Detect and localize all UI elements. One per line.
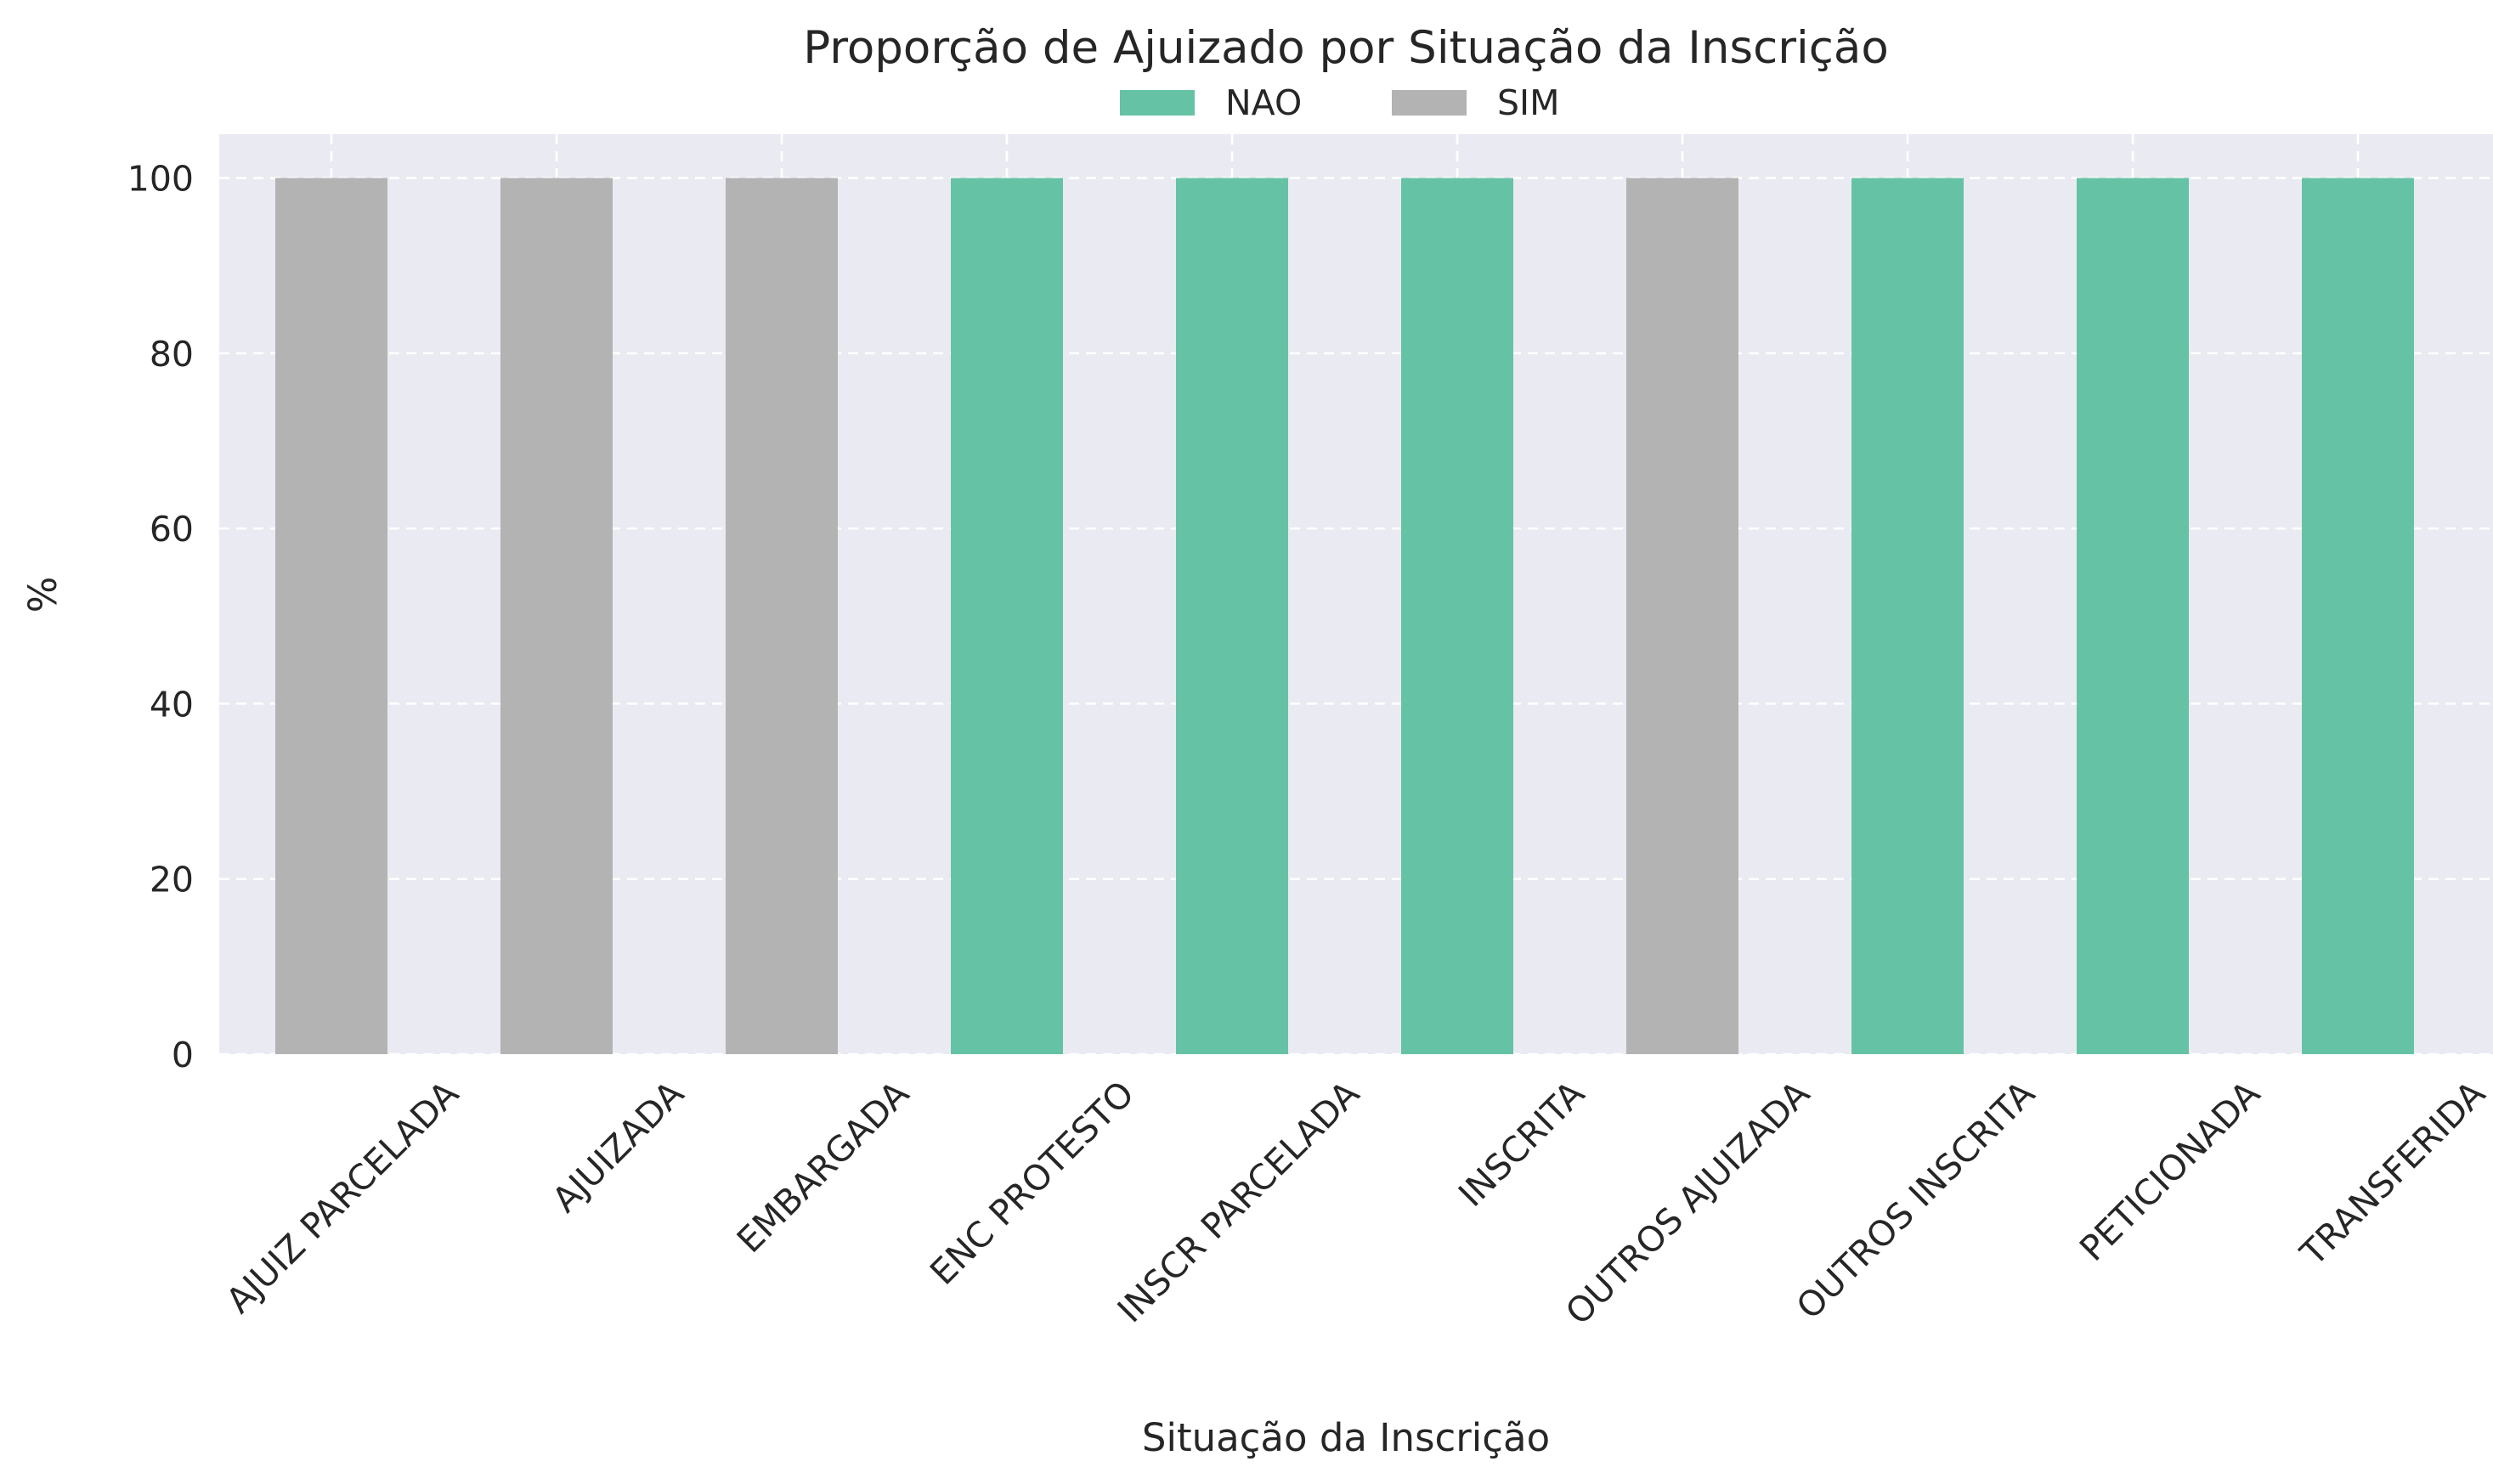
x-axis-label: Situação da Inscrição: [1142, 1415, 1550, 1460]
y-tick-label: 60: [150, 509, 194, 550]
x-tick-label: OUTROS AJUIZADA: [1557, 1073, 1817, 1333]
y-tick-label: 40: [150, 684, 194, 725]
legend-swatch-sim: [1392, 90, 1467, 116]
bar-nao: [1176, 178, 1288, 1055]
bar-nao: [951, 178, 1063, 1055]
bar-nao: [2077, 178, 2189, 1055]
bar-nao: [1401, 178, 1513, 1055]
bar-nao: [2302, 178, 2414, 1055]
bars: [275, 178, 2414, 1055]
bar-sim: [1626, 178, 1738, 1055]
x-tick-label: OUTROS INSCRITA: [1789, 1073, 2043, 1327]
legend-label-nao: NAO: [1225, 82, 1302, 123]
x-ticks: AJUIZ PARCELADA AJUIZADA EMBARGADA ENC PROT…: [218, 1073, 2493, 1333]
y-axis-label: %: [20, 577, 65, 613]
bar-nao: [1851, 178, 1964, 1055]
x-tick-label: AJUIZ PARCELADA: [218, 1073, 466, 1321]
x-tick-label: INSCR PARCELADA: [1110, 1073, 1367, 1330]
y-ticks: 0 20 40 60 80 100: [127, 159, 194, 1075]
x-tick-label: INSCRITA: [1450, 1073, 1592, 1215]
legend-swatch-nao: [1120, 90, 1195, 116]
legend: NAO SIM: [1120, 82, 1560, 123]
x-tick-label: AJUIZADA: [545, 1073, 692, 1220]
x-tick-label: ENC PROTESTO: [922, 1073, 1142, 1293]
y-tick-label: 20: [150, 860, 194, 900]
chart-title: Proporção de Ajuizado por Situação da In…: [803, 22, 1889, 74]
x-tick-label: EMBARGADA: [729, 1073, 917, 1261]
bar-sim: [500, 178, 613, 1055]
bar-sim: [275, 178, 387, 1055]
legend-label-sim: SIM: [1497, 82, 1560, 123]
x-tick-label: PETICIONADA: [2072, 1073, 2268, 1269]
x-tick-label: TRANSFERIDA: [2292, 1073, 2493, 1274]
y-tick-label: 100: [127, 159, 194, 200]
y-tick-label: 80: [150, 334, 194, 375]
y-tick-label: 0: [172, 1035, 194, 1075]
bar-sim: [726, 178, 838, 1055]
